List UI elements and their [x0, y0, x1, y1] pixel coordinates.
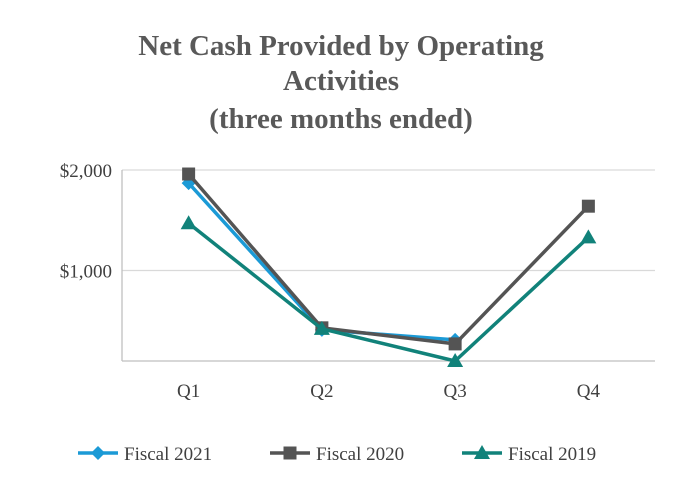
series-line	[187, 221, 590, 363]
gridlines	[122, 169, 655, 272]
legend-entry: Fiscal 2019	[462, 444, 596, 465]
chart-title-line-3: (three months ended)	[209, 103, 473, 135]
data-point	[580, 229, 597, 244]
data-point	[180, 215, 197, 230]
series-layer	[180, 167, 597, 367]
y-tick-labels: $1,000 $2,000	[60, 161, 112, 283]
y-tick-label: $2,000	[60, 161, 112, 182]
data-point	[182, 167, 196, 181]
legend-label: Fiscal 2019	[508, 444, 596, 465]
series-line	[187, 181, 456, 342]
legend-entry: Fiscal 2021	[78, 444, 212, 465]
legend-swatch-marker	[283, 446, 297, 460]
legend-swatch-marker	[91, 446, 105, 460]
legend: Fiscal 2021 Fiscal 2020 Fiscal 2019	[78, 444, 596, 465]
legend-label: Fiscal 2021	[124, 444, 212, 465]
data-point	[581, 199, 595, 213]
series-fiscal-2019	[180, 215, 597, 367]
x-tick-label: Q3	[444, 381, 467, 402]
chart-title-line-1: Net Cash Provided by Operating	[138, 30, 544, 62]
data-point	[447, 353, 464, 367]
y-tick-label: $1,000	[60, 262, 112, 283]
x-tick-label: Q2	[310, 381, 333, 402]
x-tick-labels: Q1 Q2 Q3 Q4	[177, 381, 600, 402]
legend-label: Fiscal 2020	[316, 444, 404, 465]
data-point	[448, 337, 462, 351]
axes	[121, 170, 655, 362]
x-tick-label: Q1	[177, 381, 200, 402]
legend-entry: Fiscal 2020	[270, 444, 404, 465]
chart-title-line-2: Activities	[283, 65, 399, 97]
data-point	[313, 320, 330, 335]
chart-title: Net Cash Provided by Operating Activitie…	[138, 30, 544, 135]
legend-swatch-marker	[474, 445, 490, 459]
series-fiscal-2020	[182, 167, 595, 351]
x-tick-label: Q4	[577, 381, 601, 402]
series-line	[187, 172, 590, 346]
